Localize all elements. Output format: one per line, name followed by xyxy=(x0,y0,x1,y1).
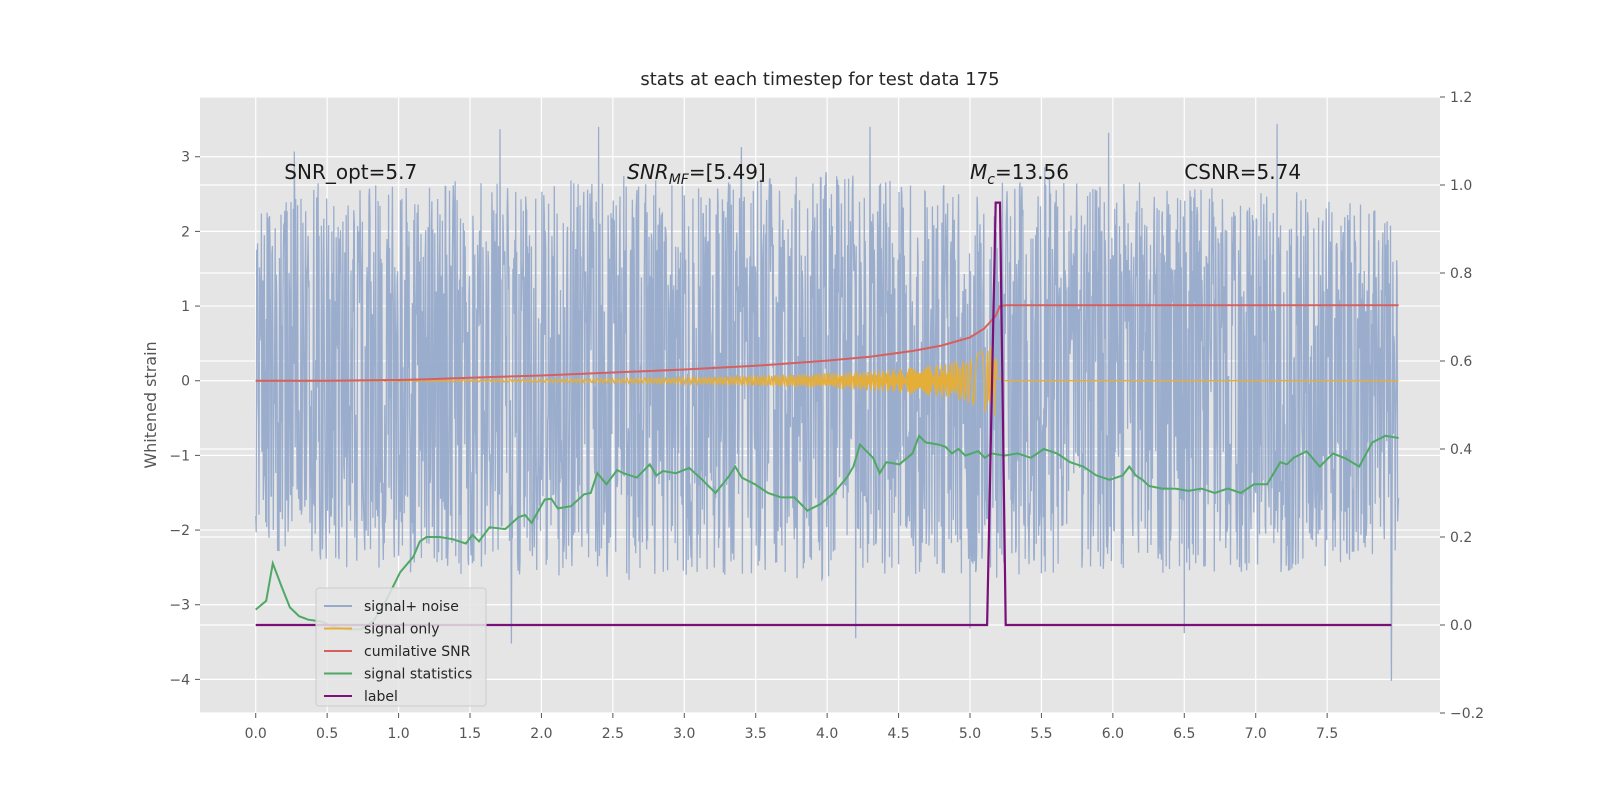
legend-entry-label: signal only xyxy=(364,622,439,638)
legend-entry-label: signal+ noise xyxy=(364,599,459,615)
annotation-snr-opt: SNR_opt=5.7 xyxy=(284,160,417,184)
annotation-layer: SNR_opt=5.7 SNRMF=[5.49] Mc=13.56 CSNR=5.74 xyxy=(284,160,1301,188)
x-tick-label: 1.5 xyxy=(459,726,481,742)
y2-tick-label: 1.0 xyxy=(1450,178,1472,194)
legend-entry-label: label xyxy=(364,689,398,705)
chart-title: stats at each timestep for test data 175 xyxy=(640,69,999,90)
y-tick-label: 1 xyxy=(181,299,190,315)
x-tick-label: 0.0 xyxy=(245,726,267,742)
y-tick-label: −2 xyxy=(169,523,190,539)
series-signal-statistics-line xyxy=(255,433,1399,631)
x-tick-label: 4.0 xyxy=(816,726,838,742)
annotation-snr-mf: SNRMF=[5.49] xyxy=(627,160,766,188)
series-signal-noise-line xyxy=(255,123,1400,681)
x-tick-label: 7.5 xyxy=(1316,726,1338,742)
x-tick-label: 6.5 xyxy=(1173,726,1195,742)
x-tick-label: 3.5 xyxy=(745,726,767,742)
y-tick-label: −4 xyxy=(169,672,190,688)
y2-tick-label: 0.6 xyxy=(1450,354,1472,370)
x-tick-label: 1.0 xyxy=(387,726,409,742)
y-tick-label: 2 xyxy=(181,224,190,240)
y2-tick-label: 0.8 xyxy=(1450,266,1472,282)
y2-tick-label: −0.2 xyxy=(1450,706,1484,722)
y2-tick-label: 0.4 xyxy=(1450,442,1472,458)
x-tick-label: 3.0 xyxy=(673,726,695,742)
y-tick-label: 3 xyxy=(181,150,190,166)
x-tick-label: 2.0 xyxy=(530,726,552,742)
legend-entry-label: signal statistics xyxy=(364,667,472,683)
annotation-chirp-mass: Mc=13.56 xyxy=(970,160,1069,188)
x-tick-label: 6.0 xyxy=(1102,726,1124,742)
x-tick-label: 5.5 xyxy=(1030,726,1052,742)
y-axis-label: Whitened strain xyxy=(141,341,160,468)
x-tick-label: 2.5 xyxy=(602,726,624,742)
legend-box xyxy=(315,587,487,707)
annotation-csnr: CSNR=5.74 xyxy=(1184,160,1301,184)
series-label-line xyxy=(255,201,1392,627)
legend: signal+ noise signal only cumilative SNR si… xyxy=(315,587,487,707)
x-tick-label: 7.0 xyxy=(1245,726,1267,742)
x-tick-label: 5.0 xyxy=(959,726,981,742)
x-tick-label: 0.5 xyxy=(316,726,338,742)
y2-tick-label: 1.2 xyxy=(1450,90,1472,106)
y2-tick-label: 0.2 xyxy=(1450,530,1472,546)
axes-layer: 0.0 0.5 1.0 1.5 2.0 2.5 3.0 3.5 4.0 4.5 5.0 5.5 6.0 6… xyxy=(169,90,1484,742)
y-tick-label: −1 xyxy=(169,448,190,464)
series-signal-only-line xyxy=(255,345,1399,416)
x-tick-label: 4.5 xyxy=(887,726,909,742)
series-layer xyxy=(255,123,1400,681)
legend-entry-label: cumilative SNR xyxy=(364,644,471,660)
y2-tick-label: 0.0 xyxy=(1450,618,1472,634)
y-tick-label: 0 xyxy=(181,374,190,390)
series-cumulative-snr-line xyxy=(255,304,1399,382)
y-tick-label: −3 xyxy=(169,598,190,614)
